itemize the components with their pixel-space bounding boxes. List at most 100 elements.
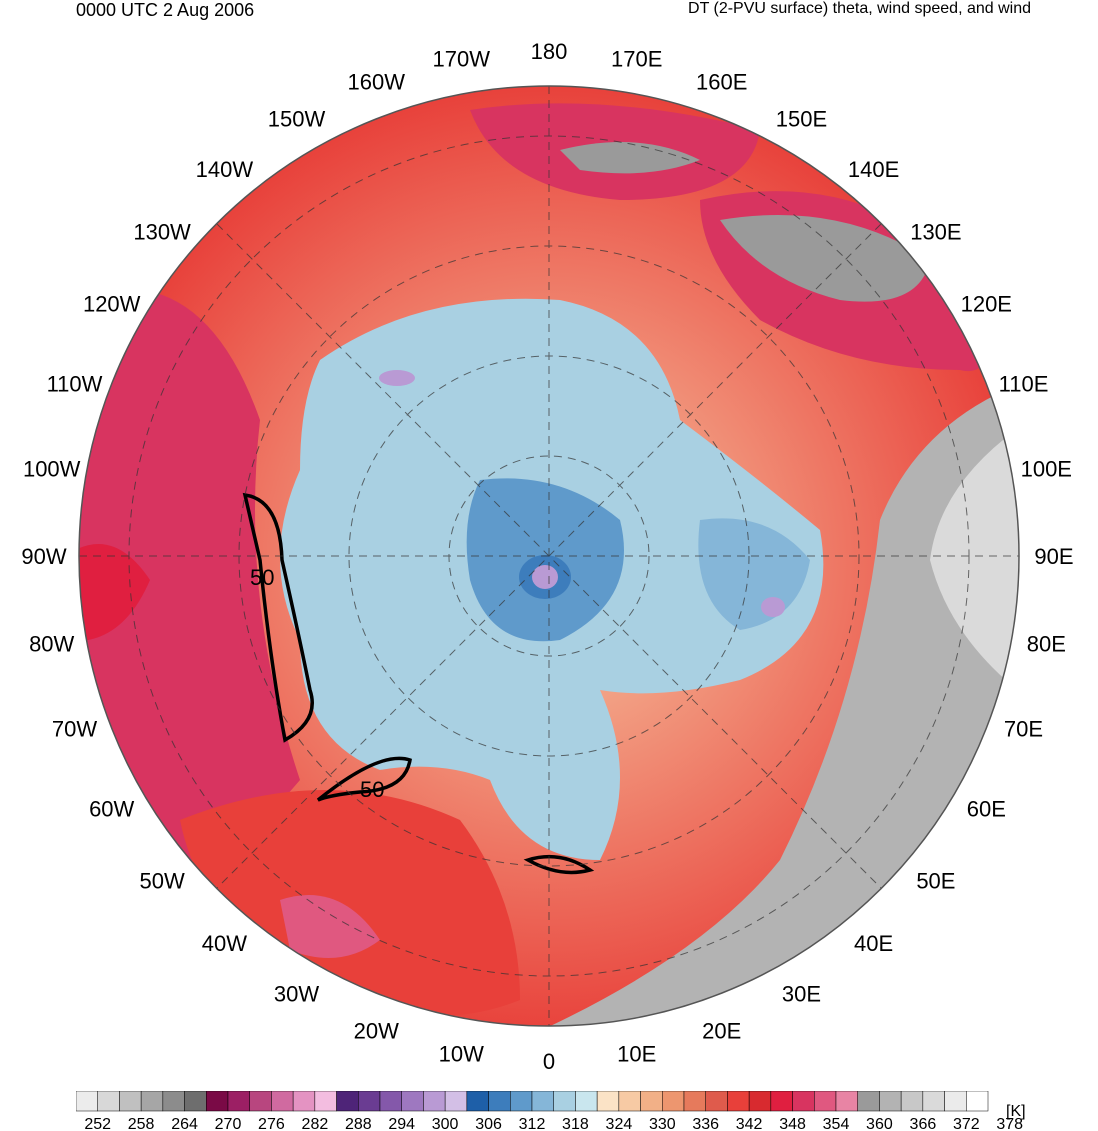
colorbar-swatch — [835, 1091, 858, 1112]
longitude-label: 90E — [1034, 544, 1073, 569]
colorbar-swatch — [97, 1091, 120, 1112]
longitude-label: 40W — [202, 931, 247, 956]
colorbar-swatch — [575, 1091, 598, 1112]
longitude-label: 60E — [967, 797, 1006, 822]
colorbar-swatch — [618, 1091, 641, 1112]
colorbar-tick-label: 282 — [302, 1116, 329, 1131]
colorbar-tick-label: 336 — [692, 1116, 719, 1131]
colorbar-swatch — [966, 1091, 989, 1112]
colorbar-swatch — [531, 1091, 554, 1112]
longitude-label: 20E — [702, 1019, 741, 1044]
colorbar-tick-label: 306 — [475, 1116, 502, 1131]
colorbar-tick-label: 300 — [432, 1116, 459, 1131]
colorbar-swatch — [922, 1091, 945, 1112]
colorbar-tick-label: 378 — [996, 1116, 1023, 1131]
colorbar-swatch — [900, 1091, 924, 1112]
colorbar-swatch — [249, 1091, 272, 1112]
longitude-label: 130W — [133, 219, 191, 244]
longitude-label: 30W — [274, 981, 319, 1006]
longitude-label: 140E — [848, 157, 899, 182]
longitude-label: 70W — [52, 717, 97, 742]
colorbar-tick-label: 264 — [171, 1116, 198, 1131]
colorbar-tick-label: 312 — [519, 1116, 546, 1131]
colorbar-swatch — [857, 1091, 880, 1112]
colorbar-swatch — [271, 1091, 294, 1112]
colorbar-swatch — [770, 1091, 793, 1112]
colorbar-swatch — [683, 1091, 706, 1112]
colorbar-swatch — [510, 1091, 533, 1112]
colorbar-tick-label: 366 — [910, 1116, 937, 1131]
longitude-label: 150E — [776, 107, 827, 132]
colorbar-tick-label: 258 — [128, 1116, 155, 1131]
colorbar-swatch — [292, 1091, 316, 1112]
longitude-label: 10W — [439, 1041, 484, 1066]
polar-stereographic-map: 180 170E 160E 150E 140E 130E 120E 110E 100E 90E 80… — [21, 39, 1073, 1074]
longitude-label: 150W — [268, 107, 326, 132]
longitude-label: 160E — [696, 70, 747, 95]
colorbar-swatch — [336, 1091, 359, 1112]
colorbar-swatch — [76, 1091, 98, 1112]
longitude-label: 180 — [531, 39, 568, 64]
colorbar-swatch — [662, 1091, 685, 1112]
longitude-label: 110W — [47, 371, 103, 396]
colorbar-swatch — [184, 1091, 207, 1112]
longitude-label: 100W — [23, 456, 81, 481]
colorbar-swatch — [314, 1091, 337, 1112]
valid-time-title: 0000 UTC 2 Aug 2006 — [76, 0, 255, 20]
longitude-label: 70E — [1004, 717, 1043, 742]
longitude-label: 0 — [543, 1049, 555, 1074]
longitude-label: 120W — [83, 292, 141, 317]
colorbar-tick-label: 288 — [345, 1116, 372, 1131]
longitude-label: 170W — [433, 47, 491, 72]
colorbar-swatch — [553, 1091, 576, 1112]
colorbar-tick-label: 348 — [779, 1116, 806, 1131]
longitude-label: 140W — [196, 157, 254, 182]
colorbar-swatch — [879, 1091, 902, 1112]
longitude-label: 10E — [617, 1041, 656, 1066]
colorbar-swatch — [488, 1091, 511, 1112]
colorbar-swatch — [162, 1091, 185, 1112]
colorbar-unit: [K] — [1006, 1103, 1026, 1120]
contour-label: 50 — [360, 777, 384, 802]
colorbar-swatch — [705, 1091, 728, 1112]
colorbar-swatch — [814, 1091, 837, 1112]
colorbar-swatch — [792, 1091, 815, 1112]
theta-field — [79, 86, 1019, 1026]
colorbar-tick-label: 330 — [649, 1116, 676, 1131]
colorbar-swatch — [358, 1091, 381, 1112]
longitude-label: 50E — [916, 869, 955, 894]
colorbar-swatch — [466, 1091, 489, 1112]
longitude-label: 80W — [29, 632, 74, 657]
colorbar-swatch — [140, 1091, 164, 1112]
colorbar-swatch — [206, 1091, 229, 1112]
colorbar-tick-label: 324 — [606, 1116, 633, 1131]
colorbar-tick-label: 270 — [215, 1116, 242, 1131]
longitude-label: 120E — [961, 292, 1012, 317]
longitude-label: 80E — [1027, 632, 1066, 657]
colorbar-tick-label: 342 — [736, 1116, 763, 1131]
colorbar-swatch — [727, 1091, 750, 1112]
field-description-title: DT (2-PVU surface) theta, wind speed, an… — [688, 0, 1031, 17]
colorbar-tick-label: 252 — [84, 1116, 111, 1131]
longitude-label: 160W — [348, 70, 406, 95]
colorbar-tick-label: 318 — [562, 1116, 589, 1131]
colorbar-tick-label: 372 — [953, 1116, 980, 1131]
colorbar-swatch — [748, 1091, 772, 1112]
longitude-label: 60W — [89, 797, 134, 822]
colorbar-swatch — [401, 1091, 424, 1112]
colorbar-tick-label: 276 — [258, 1116, 285, 1131]
colorbar-swatch — [444, 1091, 468, 1112]
colorbar-swatch — [944, 1091, 967, 1112]
colorbar-swatch — [119, 1091, 142, 1112]
longitude-label: 100E — [1021, 456, 1072, 481]
colorbar-swatch — [227, 1091, 250, 1112]
longitude-label: 30E — [782, 981, 821, 1006]
longitude-labels: 180 170E 160E 150E 140E 130E 120E 110E 100E 90E 80… — [21, 39, 1073, 1074]
contour-label: 50 — [250, 565, 274, 590]
colorbar-swatch — [596, 1091, 620, 1112]
colorbar-tick-label: 360 — [866, 1116, 893, 1131]
longitude-label: 90W — [21, 544, 66, 569]
colorbar-swatch — [640, 1091, 663, 1112]
longitude-label: 50W — [139, 869, 184, 894]
colorbar-swatch — [423, 1091, 446, 1112]
